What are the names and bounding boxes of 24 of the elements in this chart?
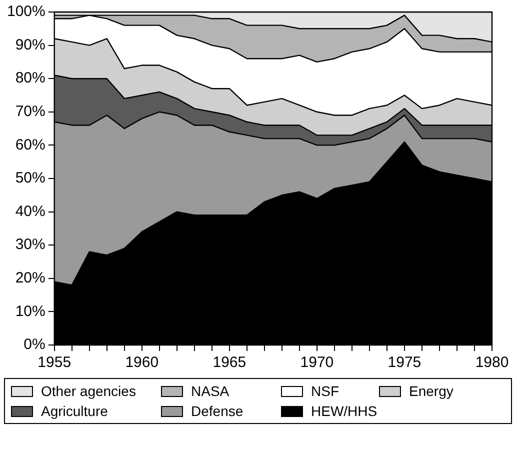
y-tick-label: 90% (15, 36, 46, 54)
y-tick-label: 50% (15, 170, 46, 187)
legend-label: Other agencies (41, 383, 136, 399)
legend-label: HEW/HHS (311, 403, 378, 419)
y-tick-label: 60% (15, 136, 46, 154)
y-tick-label: 0% (24, 336, 46, 354)
x-tick-label: 1960 (125, 354, 159, 372)
y-tick-label: 100% (6, 3, 46, 20)
legend-label: Agriculture (41, 403, 108, 419)
x-tick-label: 1975 (388, 354, 422, 372)
x-tick-label: 1965 (212, 354, 246, 372)
y-tick-label: 80% (15, 70, 46, 87)
legend-label: NSF (311, 383, 339, 399)
y-tick-label: 40% (15, 202, 46, 220)
legend-label: Defense (191, 403, 244, 419)
legend-label: Energy (409, 383, 454, 399)
x-tick-label: 1955 (38, 354, 72, 372)
y-tick-label: 70% (15, 103, 46, 120)
y-tick-label: 10% (15, 302, 46, 320)
x-tick-label: 1980 (475, 354, 509, 372)
legend-label: NASA (191, 383, 230, 399)
y-tick-label: 20% (15, 270, 46, 287)
y-tick-label: 30% (15, 236, 46, 254)
x-tick-label: 1970 (300, 354, 334, 372)
